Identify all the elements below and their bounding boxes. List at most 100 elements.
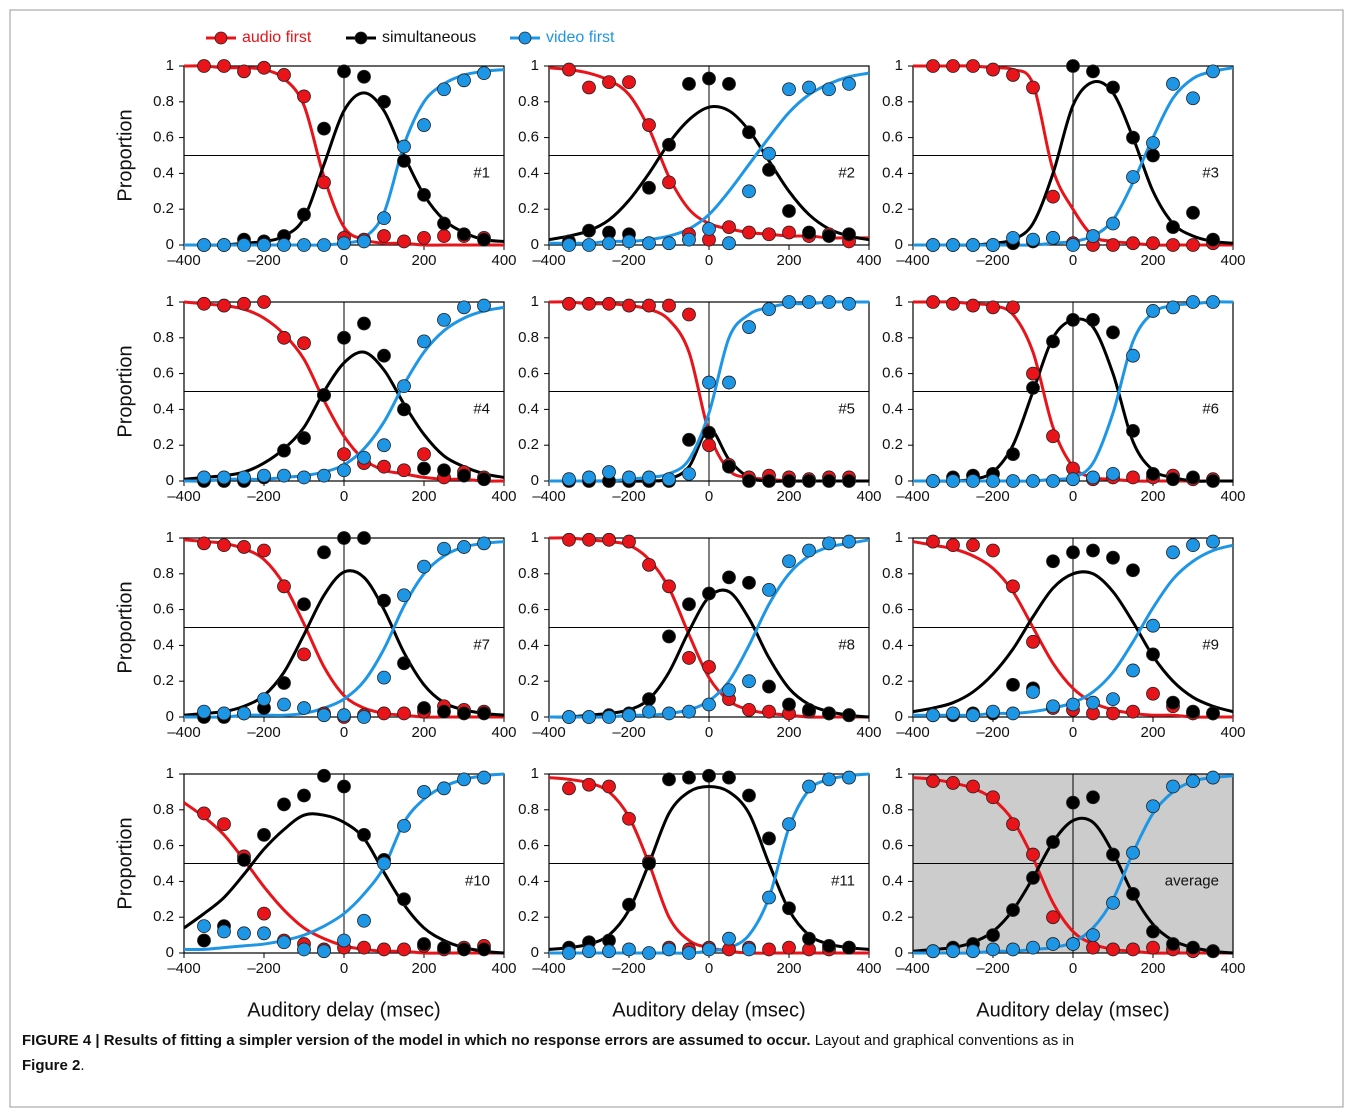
data-point [1026, 381, 1040, 395]
data-point [702, 221, 716, 236]
data-point [377, 94, 391, 109]
data-point [297, 701, 311, 715]
y-tick-label: 0.8 [882, 801, 903, 818]
data-point [457, 706, 471, 721]
y-tick-label: 0.2 [518, 200, 539, 217]
y-tick-label: 1 [895, 765, 903, 782]
data-point [337, 779, 351, 794]
data-point [562, 532, 576, 547]
data-point [477, 472, 491, 487]
data-point [297, 647, 311, 662]
data-point [357, 940, 371, 955]
data-point [742, 575, 756, 590]
data-point [1066, 238, 1080, 252]
data-point [702, 438, 716, 453]
panel-label: #2 [838, 164, 855, 181]
data-point [622, 708, 636, 723]
y-tick-label: 0.8 [518, 329, 539, 346]
data-point [582, 777, 596, 792]
data-point [742, 225, 756, 240]
data-point [1006, 474, 1020, 488]
data-point [986, 62, 1000, 77]
data-point [197, 806, 211, 821]
data-point [562, 472, 576, 487]
data-point [277, 468, 291, 483]
data-point [986, 238, 1000, 252]
x-tick-label: –400 [167, 252, 200, 269]
data-point [1146, 686, 1160, 701]
data-point [1006, 706, 1020, 721]
y-tick-label: 0.2 [882, 200, 903, 217]
data-point [1166, 779, 1180, 794]
y-tick-label: 0.4 [518, 636, 539, 653]
data-point [1126, 348, 1140, 363]
y-tick-label: 1 [166, 57, 174, 74]
y-tick-label: 0.4 [882, 872, 903, 889]
data-point [562, 238, 576, 252]
y-tick-label: 0.8 [153, 565, 174, 582]
data-point [477, 298, 491, 313]
data-point [926, 534, 940, 549]
data-point [926, 59, 940, 73]
data-point [217, 924, 231, 939]
data-point [417, 187, 431, 202]
data-point [217, 470, 231, 485]
data-point [1026, 366, 1040, 381]
data-point [237, 238, 251, 252]
x-tick-label: 200 [1140, 960, 1165, 977]
data-point [946, 944, 960, 959]
legend-marker [354, 31, 368, 45]
data-point [762, 890, 776, 905]
data-point [237, 470, 251, 485]
data-point [1106, 80, 1120, 95]
panel-label: #1 [473, 164, 490, 181]
data-point [802, 702, 816, 717]
x-tick-label: –200 [976, 960, 1009, 977]
y-tick-label: 1 [531, 57, 539, 74]
x-tick-label: 200 [776, 252, 801, 269]
data-point [782, 225, 796, 240]
x-tick-label: –200 [612, 960, 645, 977]
panel: 0 0.2 0.4 0.6 0.8 1 –400 –200 0 200 400 #9 [882, 529, 1245, 741]
data-point [722, 375, 736, 390]
data-point [966, 474, 980, 488]
data-point [1126, 170, 1140, 184]
data-point [1026, 634, 1040, 649]
y-tick-label: 0 [895, 944, 903, 961]
data-point [622, 470, 636, 485]
data-point [622, 897, 636, 912]
y-tick-label: 1 [531, 765, 539, 782]
data-point [1066, 472, 1080, 487]
x-tick-label: 200 [776, 960, 801, 977]
y-tick-label: 0.4 [518, 872, 539, 889]
panel: 0 0.2 0.4 0.6 0.8 1 –400 –200 0 200 400 #2 [518, 57, 881, 269]
data-point [217, 298, 231, 313]
panel-label: #5 [838, 400, 855, 417]
data-point [1066, 795, 1080, 810]
x-tick-label: 400 [856, 252, 881, 269]
data-point [762, 583, 776, 597]
data-point [782, 204, 796, 218]
caption-title: FIGURE 4 | Results of fitting a simpler … [22, 1032, 811, 1049]
data-point [277, 797, 291, 812]
x-tick-label: 200 [411, 252, 436, 269]
data-point [702, 768, 716, 783]
data-point [317, 388, 331, 402]
data-point [1006, 942, 1020, 957]
data-point [642, 180, 656, 195]
data-point [1166, 77, 1180, 91]
data-point [357, 710, 371, 724]
data-point [1106, 706, 1120, 721]
data-point [622, 942, 636, 957]
data-point [1026, 685, 1040, 699]
data-point [377, 211, 391, 226]
x-tick-label: –200 [612, 488, 645, 505]
data-point [1026, 474, 1040, 488]
caption-end: . [80, 1057, 85, 1074]
data-point [357, 827, 371, 842]
x-tick-label: 0 [340, 252, 348, 269]
data-point [1126, 423, 1140, 438]
data-point [966, 779, 980, 794]
data-point [802, 779, 816, 794]
x-tick-label: 400 [856, 960, 881, 977]
